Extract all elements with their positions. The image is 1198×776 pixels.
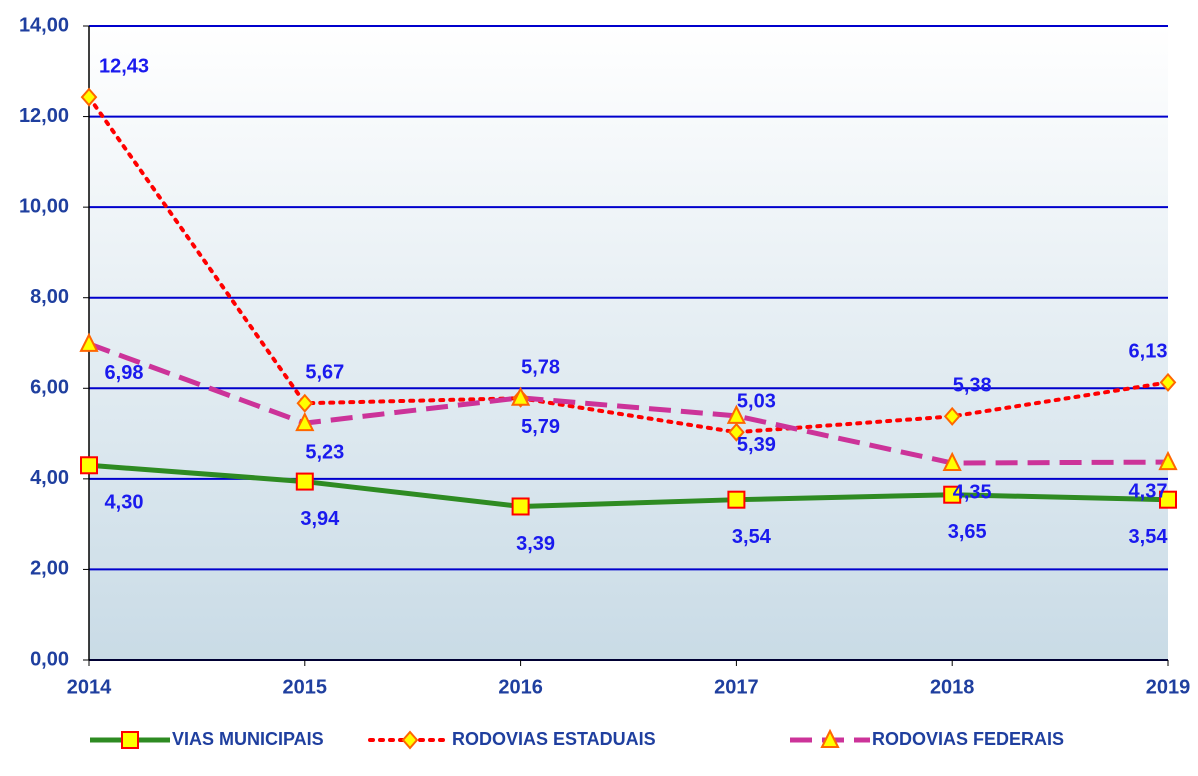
data-label: 6,98 [105,362,144,384]
y-tick-label: 8,00 [30,286,69,308]
point-marker [1159,372,1177,392]
point-marker [80,456,98,475]
data-label: 5,03 [737,390,776,412]
data-label: 3,65 [948,521,987,543]
x-tick-label: 2015 [283,676,328,698]
x-tick-label: 2017 [714,676,759,698]
point-marker [79,332,99,352]
y-tick-label: 6,00 [30,377,69,399]
data-label: 6,13 [1129,341,1168,363]
x-tick-label: 2016 [498,676,543,698]
data-label: 5,38 [953,375,992,397]
point-marker [1158,450,1178,471]
point-marker [726,404,747,424]
x-tick-label: 2014 [67,676,112,698]
series-line [87,95,1170,435]
legend-label: RODOVIAS ESTADUAIS [452,729,656,749]
data-label: 3,54 [732,526,772,548]
legend-marker [401,730,419,750]
data-label: 5,39 [737,434,776,456]
data-label: 5,23 [305,441,344,463]
data-label: 5,67 [305,362,344,384]
point-marker [943,406,961,426]
series-line [88,462,1169,509]
point-marker [296,393,314,413]
data-label: 4,30 [105,492,144,514]
plot-area [89,26,1168,660]
point-marker [295,472,314,491]
point-marker [1159,490,1177,509]
y-tick-label: 14,00 [19,14,69,36]
x-tick-label: 2019 [1146,676,1191,698]
data-label: 5,79 [521,416,560,438]
point-marker [511,497,530,516]
data-label: 3,94 [300,508,340,530]
y-tick-label: 4,00 [30,467,69,489]
point-marker [727,490,746,509]
series-line [88,341,1169,466]
y-tick-label: 0,00 [30,648,69,670]
y-tick-label: 10,00 [19,195,69,217]
data-label: 4,35 [953,481,992,503]
x-tick-label: 2018 [930,676,975,698]
legend-label: VIAS MUNICIPAIS [172,729,324,749]
legend-label: RODOVIAS FEDERAIS [872,729,1064,749]
legend-marker [820,728,840,748]
data-label: 12,43 [99,55,149,77]
point-marker [80,87,98,107]
y-tick-label: 12,00 [19,105,69,127]
point-marker [295,411,315,432]
y-tick-label: 2,00 [30,558,69,580]
data-label: 3,54 [1129,526,1169,548]
data-label: 4,37 [1129,480,1168,502]
point-marker [943,485,962,504]
point-marker [510,386,531,406]
point-marker [942,451,962,472]
point-marker [728,422,745,442]
data-label: 5,78 [521,357,560,379]
data-label: 3,39 [516,533,555,555]
legend-marker [121,731,139,749]
